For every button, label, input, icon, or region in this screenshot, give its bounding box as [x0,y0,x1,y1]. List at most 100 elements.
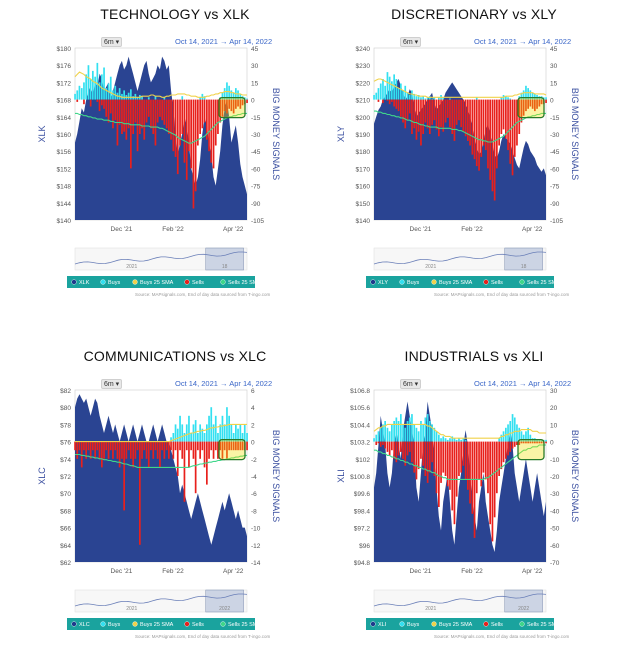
buys-bar[interactable] [185,424,188,442]
buys-bar[interactable] [415,427,418,442]
sells-bar[interactable] [505,441,507,459]
buys-bar[interactable] [518,427,521,442]
sells-bar[interactable] [136,99,139,152]
sells-bar[interactable] [424,99,427,123]
buys-bar[interactable] [449,98,451,100]
sells-bar[interactable] [130,99,132,169]
sells-bar[interactable] [397,99,400,112]
buys-bar[interactable] [214,415,217,442]
buys-bar[interactable] [406,92,409,100]
sells-bar[interactable] [136,441,139,451]
sells-bar[interactable] [411,441,413,463]
sells-bar[interactable] [176,441,179,476]
buys-bar[interactable] [540,439,543,442]
buys-bar[interactable] [458,438,460,442]
buys-bar[interactable] [223,88,226,100]
buys-bar[interactable] [188,415,190,442]
sells-bar[interactable] [235,99,237,109]
buys-bar[interactable] [411,90,413,100]
sells-bar[interactable] [484,99,487,151]
sells-bar[interactable] [214,441,217,451]
sells-bar[interactable] [386,99,389,101]
buys-bar[interactable] [507,97,509,100]
buys-bar[interactable] [379,83,382,100]
sells-bar[interactable] [395,99,398,109]
sells-bar[interactable] [230,441,233,451]
buys-bar[interactable] [230,90,233,100]
sells-bar[interactable] [206,99,208,140]
sells-bar[interactable] [181,441,184,459]
buys-bar[interactable] [464,439,467,442]
sells-bar[interactable] [78,441,81,451]
sells-bar[interactable] [194,99,197,192]
buys-bar[interactable] [462,438,465,442]
buys-bar[interactable] [206,424,208,442]
sells-bar[interactable] [511,99,514,176]
sells-bar[interactable] [426,99,429,129]
buys-bar[interactable] [80,88,83,100]
sells-bar[interactable] [464,99,467,137]
buys-bar[interactable] [411,414,413,442]
sells-bar[interactable] [121,99,123,134]
buys-bar[interactable] [78,85,81,100]
sells-bar[interactable] [453,441,456,525]
buys-bar[interactable] [386,72,389,100]
sells-bar[interactable] [154,99,157,146]
sells-bar[interactable] [384,441,386,449]
sells-bar[interactable] [417,99,420,132]
buys-bar[interactable] [163,97,166,100]
buys-bar[interactable] [507,424,509,442]
sells-bar[interactable] [540,99,543,105]
sells-bar[interactable] [393,441,395,459]
sells-bar[interactable] [165,441,168,451]
buys-bar[interactable] [438,97,440,100]
buys-bar[interactable] [525,431,527,442]
sells-bar[interactable] [103,99,105,109]
sells-bar[interactable] [228,99,230,109]
buys-bar[interactable] [221,92,224,100]
sells-bar[interactable] [123,99,125,132]
sells-bar[interactable] [188,99,190,152]
sells-bar[interactable] [415,441,418,480]
sells-bar[interactable] [440,441,442,483]
sells-bar[interactable] [170,99,172,140]
buys-bar[interactable] [87,65,90,100]
sells-bar[interactable] [536,99,538,109]
sells-bar[interactable] [127,441,130,451]
buys-bar[interactable] [498,438,500,442]
sells-bar[interactable] [413,441,416,473]
sells-bar[interactable] [408,441,411,452]
sells-bar[interactable] [400,99,402,117]
range-selector-button[interactable]: 6m ▾ [400,379,422,389]
sells-bar[interactable] [388,441,391,456]
sells-bar[interactable] [190,99,192,169]
sells-bar[interactable] [214,99,217,146]
sells-bar[interactable] [163,441,166,459]
sells-bar[interactable] [114,441,117,451]
buys-bar[interactable] [444,438,447,442]
range-selector-button[interactable]: 6m ▾ [101,37,123,47]
buys-bar[interactable] [426,414,429,442]
sells-bar[interactable] [201,99,204,129]
sells-bar[interactable] [161,441,163,451]
sells-bar[interactable] [96,99,99,102]
navigator-selection[interactable] [504,589,543,613]
sells-bar[interactable] [411,99,413,134]
sells-bar[interactable] [484,441,487,480]
sells-bar[interactable] [536,441,538,444]
sells-bar[interactable] [462,441,465,466]
buys-bar[interactable] [136,97,139,100]
sells-bar[interactable] [147,441,150,468]
buys-bar[interactable] [114,85,117,100]
buys-bar[interactable] [397,88,400,100]
sells-bar[interactable] [442,441,445,473]
sells-bar[interactable] [183,441,186,502]
buys-bar[interactable] [516,424,518,442]
sells-bar[interactable] [174,99,177,157]
sells-bar[interactable] [203,99,206,123]
sells-bar[interactable] [545,99,547,103]
sells-bar[interactable] [125,99,128,140]
sells-bar[interactable] [226,441,228,459]
sells-bar[interactable] [422,99,424,134]
sells-bar[interactable] [491,441,494,542]
